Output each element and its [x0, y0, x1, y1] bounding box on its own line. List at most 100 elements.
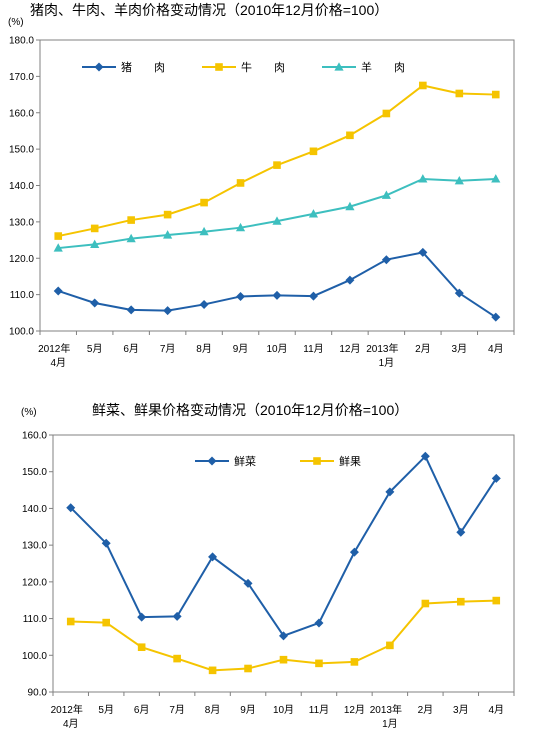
- x-tick-label: 10月: [266, 343, 287, 355]
- legend-marker-shape: [313, 457, 321, 465]
- series-line: [57, 251, 497, 319]
- legend-marker: [313, 457, 321, 465]
- x-tick-label: 12月: [344, 704, 365, 716]
- x-tick-label: 8月: [205, 704, 221, 716]
- data-point: [235, 222, 246, 232]
- data-point: [54, 232, 63, 240]
- data-point: [308, 291, 318, 301]
- data-point: [381, 255, 391, 265]
- data-point: [350, 658, 359, 666]
- data-point: [53, 243, 63, 252]
- data-point: [454, 288, 464, 298]
- line-chart-svg: 100.0 110.0 120.0 130.0 140.0 150.0 160.0 170.0…: [9, 36, 515, 369]
- x-tick-label: 4月: [488, 704, 504, 716]
- series-markers: [53, 174, 501, 252]
- data-point: [200, 198, 208, 207]
- plot-area-frame: [52, 434, 515, 693]
- legend-marker: [334, 62, 344, 71]
- series-markers: [66, 451, 501, 641]
- data-point: [66, 617, 75, 626]
- y-tick-label: 140.0: [9, 181, 34, 192]
- legend-marker-shape: [334, 62, 344, 71]
- legend-marker-shape: [207, 456, 217, 466]
- x-tick-label: 2月: [415, 343, 431, 355]
- data-point: [308, 209, 319, 218]
- x-tick-label: 1月: [382, 718, 398, 730]
- data-point: [244, 664, 252, 673]
- x-tick-label: 2013年: [370, 703, 402, 716]
- data-point: [172, 611, 182, 621]
- x-tick-label: 5月: [98, 704, 114, 716]
- data-point: [90, 298, 100, 308]
- data-point: [53, 286, 63, 296]
- y-tick-label: 130.0: [22, 541, 47, 552]
- chart-title: 鲜菜、鲜果价格变动情况（2010年12月价格=100）: [92, 402, 409, 418]
- legend-marker-shape: [215, 63, 223, 71]
- y-tick-label: 110.0: [10, 290, 35, 301]
- x-tick-label: 2月: [418, 704, 434, 716]
- data-point: [456, 527, 466, 537]
- data-point: [279, 655, 288, 664]
- y-tick-label: 130.0: [9, 217, 34, 228]
- x-tick-label: 6月: [134, 704, 150, 716]
- legend-label: 鲜菜: [234, 454, 256, 468]
- chart-title: 猪肉、牛肉、羊肉价格变动情况（2010年12月价格=100）: [30, 2, 389, 18]
- data-point: [491, 312, 501, 322]
- line-chart-svg: 90.0 100.0 110.0 120.0 130.0 140.0 150.0 160.0 2…: [22, 431, 515, 730]
- legend-label: 羊 肉: [361, 60, 405, 74]
- y-tick-label: 110.0: [23, 614, 48, 625]
- x-tick-label: 9月: [240, 704, 256, 716]
- x-tick-label: 9月: [233, 343, 249, 355]
- data-point: [243, 578, 253, 588]
- legend-label: 鲜果: [339, 454, 361, 468]
- data-point: [273, 161, 281, 169]
- y-tick-label: 100.0: [9, 327, 34, 338]
- data-point: [199, 226, 209, 236]
- data-point: [208, 552, 218, 562]
- y-tick-label: 170.0: [9, 72, 34, 83]
- data-point: [345, 201, 355, 211]
- x-tick-label: 10月: [273, 704, 294, 716]
- data-point: [137, 612, 147, 622]
- x-tick-label: 1月: [379, 357, 395, 369]
- plot-area-frame: [39, 39, 515, 332]
- data-point: [455, 89, 464, 98]
- data-point: [236, 179, 245, 187]
- data-point: [102, 618, 110, 627]
- series-markers: [66, 596, 501, 675]
- y-tick-label: 120.0: [22, 577, 47, 588]
- legend-label: 牛 肉: [241, 60, 285, 74]
- y-tick-label: 140.0: [22, 504, 47, 515]
- series-line: [58, 177, 496, 250]
- data-point: [385, 487, 395, 497]
- series-markers: [54, 81, 500, 240]
- data-point: [90, 239, 100, 249]
- legend-marker: [94, 62, 104, 72]
- data-point: [272, 290, 282, 300]
- data-point: [163, 306, 173, 316]
- data-point: [349, 547, 359, 557]
- data-point: [381, 190, 391, 199]
- series-line: [58, 84, 496, 238]
- data-point: [309, 147, 318, 156]
- legend-marker: [215, 63, 223, 71]
- data-point: [315, 659, 323, 668]
- y-tick-label: 100.0: [22, 651, 47, 662]
- data-point: [421, 599, 430, 608]
- y-axis-unit-label: (%): [8, 17, 24, 28]
- data-point: [127, 216, 135, 224]
- x-tick-label: 11月: [309, 704, 329, 716]
- data-point: [420, 451, 430, 461]
- data-point: [126, 233, 136, 243]
- y-tick-label: 160.0: [22, 431, 47, 442]
- series-line: [70, 454, 498, 638]
- data-point: [208, 666, 217, 675]
- y-tick-label: 150.0: [9, 145, 34, 156]
- data-point: [457, 597, 465, 606]
- data-point: [345, 275, 355, 285]
- data-point: [101, 538, 111, 548]
- y-tick-label: 180.0: [9, 36, 34, 47]
- data-point: [199, 299, 209, 309]
- legend-marker: [207, 456, 217, 466]
- data-point: [491, 473, 501, 483]
